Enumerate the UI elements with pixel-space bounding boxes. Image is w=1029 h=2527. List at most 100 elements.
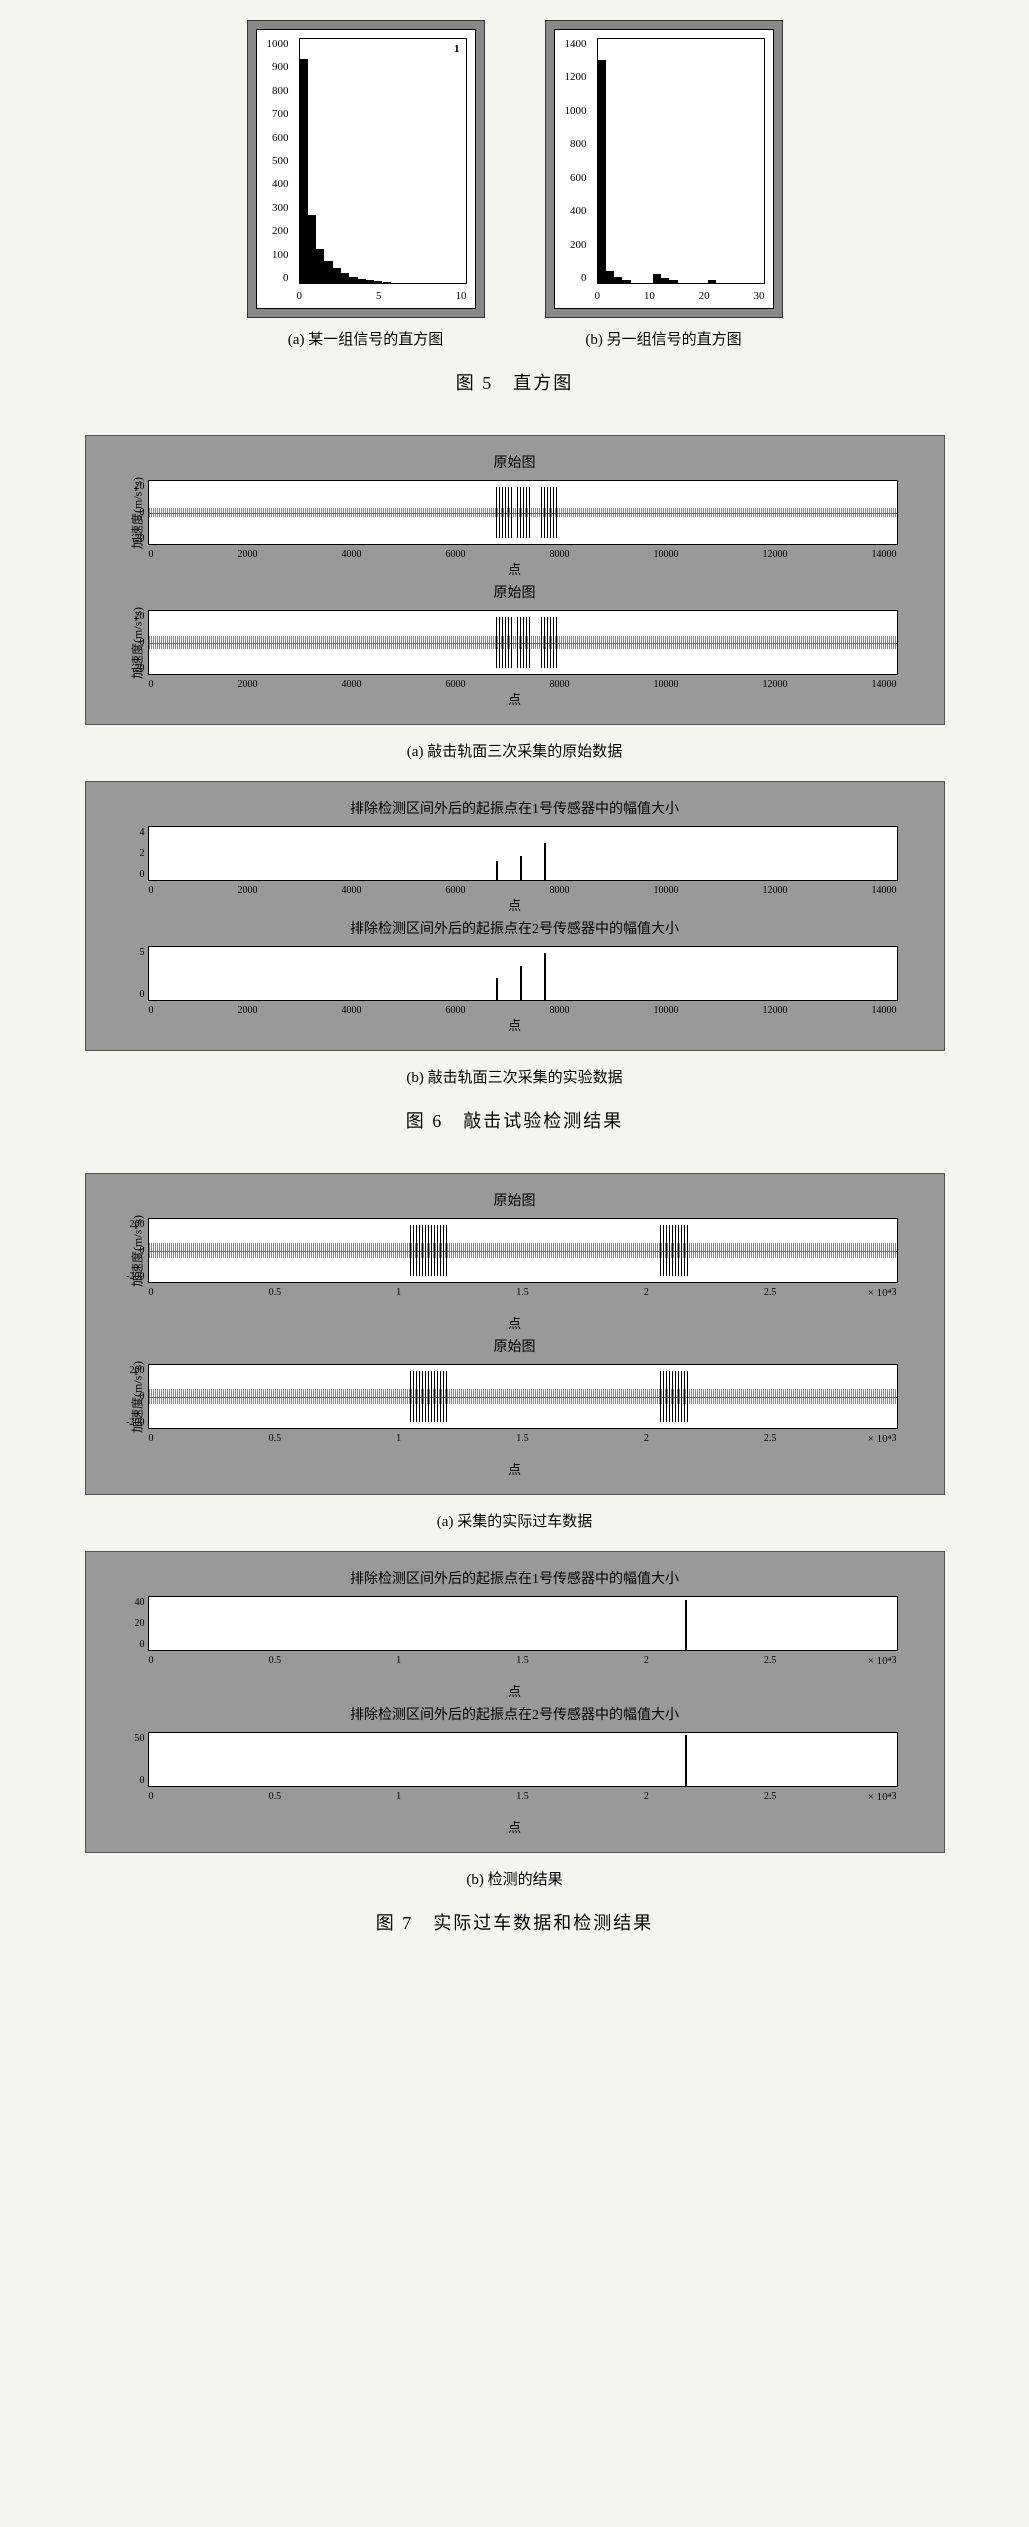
ytick-label: 800 xyxy=(256,85,289,97)
xtick-label: 2.5 xyxy=(764,1433,777,1444)
xtick-label: 3 xyxy=(891,1287,896,1298)
xtick-label: 30 xyxy=(753,290,764,302)
histogram-bar xyxy=(316,249,324,283)
plot-title: 排除检测区间外后的起振点在2号传感器中的幅值大小 xyxy=(98,1704,932,1724)
histogram-bar xyxy=(358,279,366,283)
fig5-b-caption: (b) 另一组信号的直方图 xyxy=(545,328,783,349)
ytick-label: 4 xyxy=(119,827,145,838)
ytick-label: -200 xyxy=(119,1271,145,1282)
ytick-label: 1000 xyxy=(256,38,289,50)
ytick-label: 200 xyxy=(554,239,587,251)
xtick-label: 0.5 xyxy=(269,1655,282,1666)
ytick-label: 500 xyxy=(256,155,289,167)
xtick-label: 2000 xyxy=(238,885,258,896)
xtick-label: 2 xyxy=(644,1791,649,1802)
histogram-bar xyxy=(374,281,382,283)
ytick-label: 900 xyxy=(256,61,289,73)
xtick-label: 1.5 xyxy=(516,1287,529,1298)
xtick-label: 12000 xyxy=(763,1005,788,1016)
xtick-label: 6000 xyxy=(446,885,466,896)
x-ticks: 02000400060008000100001200014000 xyxy=(149,549,897,560)
xtick-label: 2000 xyxy=(238,549,258,560)
ytick-label: 0 xyxy=(119,869,145,880)
fig7-main-caption: 图 7 实际过车数据和检测结果 xyxy=(20,1909,1009,1935)
spike xyxy=(544,843,546,880)
figure-5: 10009008007006005004003002001000 1 0510 … xyxy=(20,20,1009,395)
xtick-label: 4000 xyxy=(342,679,362,690)
spike xyxy=(685,1600,687,1650)
histogram-bar xyxy=(366,280,374,283)
fig6-a-panel: 原始图加速度(m/s*s)200-20020004000600080001000… xyxy=(85,435,945,725)
signal-burst xyxy=(410,1225,447,1275)
spike xyxy=(520,856,522,880)
fig5-a-area: 1 xyxy=(299,38,467,284)
plot-title: 原始图 xyxy=(98,1336,932,1356)
histogram-bar xyxy=(341,273,349,283)
x-label: 点 xyxy=(98,1817,932,1836)
xtick-label: 20 xyxy=(699,290,710,302)
figure-7: 原始图加速度(m/s*s)2000-20000.511.522.53× 10⁴点… xyxy=(20,1173,1009,1935)
y-ticks: 2000-200 xyxy=(119,1365,145,1428)
xtick-label: 1 xyxy=(396,1655,401,1666)
histogram-bar xyxy=(324,261,332,283)
ytick-label: 600 xyxy=(554,172,587,184)
ytick-label: 20 xyxy=(119,611,145,622)
xtick-label: 1 xyxy=(396,1287,401,1298)
xtick-label: 0 xyxy=(149,1005,154,1016)
x-ticks: 00.511.522.53 xyxy=(149,1791,897,1802)
ytick-label: 700 xyxy=(256,108,289,120)
xtick-label: 6000 xyxy=(446,549,466,560)
histogram-bar xyxy=(383,282,391,283)
signal-burst xyxy=(496,617,512,667)
plot-title: 原始图 xyxy=(98,452,932,472)
xtick-label: 3 xyxy=(891,1791,896,1802)
fig5-b-plot: 1400120010008006004002000 0102030 xyxy=(554,29,774,309)
x-label: 点 xyxy=(98,689,932,708)
xtick-label: 1.5 xyxy=(516,1433,529,1444)
xtick-label: 0 xyxy=(297,290,303,302)
fig5-b-wrapper: 1400120010008006004002000 0102030 (b) 另一… xyxy=(545,20,783,349)
x-label: 点 xyxy=(98,1681,932,1700)
spike xyxy=(520,966,522,1000)
fig7-a-panel: 原始图加速度(m/s*s)2000-20000.511.522.53× 10⁴点… xyxy=(85,1173,945,1495)
xtick-label: 1 xyxy=(396,1791,401,1802)
xtick-label: 0 xyxy=(149,1655,154,1666)
xtick-label: 8000 xyxy=(550,679,570,690)
ytick-label: 600 xyxy=(256,132,289,144)
xtick-label: 10000 xyxy=(654,679,679,690)
xtick-label: 12000 xyxy=(763,885,788,896)
fig5-a-xticks: 0510 xyxy=(297,290,467,302)
fig5-b-xticks: 0102030 xyxy=(595,290,765,302)
fig6-b-panel: 排除检测区间外后的起振点在1号传感器中的幅值大小4200200040006000… xyxy=(85,781,945,1051)
xtick-label: 1.5 xyxy=(516,1655,529,1666)
xtick-label: 0 xyxy=(149,1791,154,1802)
xtick-label: 6000 xyxy=(446,679,466,690)
signal-plot: 50000.511.522.53 xyxy=(148,1732,898,1787)
xtick-label: 12000 xyxy=(763,679,788,690)
xtick-label: 2 xyxy=(644,1287,649,1298)
signal-plot: 42002000400060008000100001200014000 xyxy=(148,826,898,881)
xtick-label: 10000 xyxy=(654,885,679,896)
xtick-label: 2 xyxy=(644,1655,649,1666)
y-ticks: 200-20 xyxy=(119,481,145,544)
fig6-b-caption: (b) 敲击轨面三次采集的实验数据 xyxy=(20,1066,1009,1087)
ytick-label: 0 xyxy=(554,272,587,284)
xtick-label: 10000 xyxy=(654,1005,679,1016)
fig5-a-panel: 10009008007006005004003002001000 1 0510 xyxy=(247,20,485,318)
ytick-label: 0 xyxy=(119,1775,145,1786)
ytick-label: 5 xyxy=(119,947,145,958)
histogram-bar xyxy=(308,215,316,283)
spike xyxy=(544,953,546,1000)
x-ticks: 02000400060008000100001200014000 xyxy=(149,1005,897,1016)
signal-burst xyxy=(517,617,530,667)
x-label: 点 xyxy=(98,559,932,578)
xtick-label: 2.5 xyxy=(764,1791,777,1802)
ytick-label: 800 xyxy=(554,138,587,150)
xtick-label: 14000 xyxy=(872,549,897,560)
histogram-bar xyxy=(661,278,669,283)
xtick-label: 14000 xyxy=(872,1005,897,1016)
ytick-label: 0 xyxy=(119,507,145,518)
histogram-bar xyxy=(349,277,357,283)
ytick-label: 0 xyxy=(119,1639,145,1650)
fig5-row: 10009008007006005004003002001000 1 0510 … xyxy=(20,20,1009,349)
